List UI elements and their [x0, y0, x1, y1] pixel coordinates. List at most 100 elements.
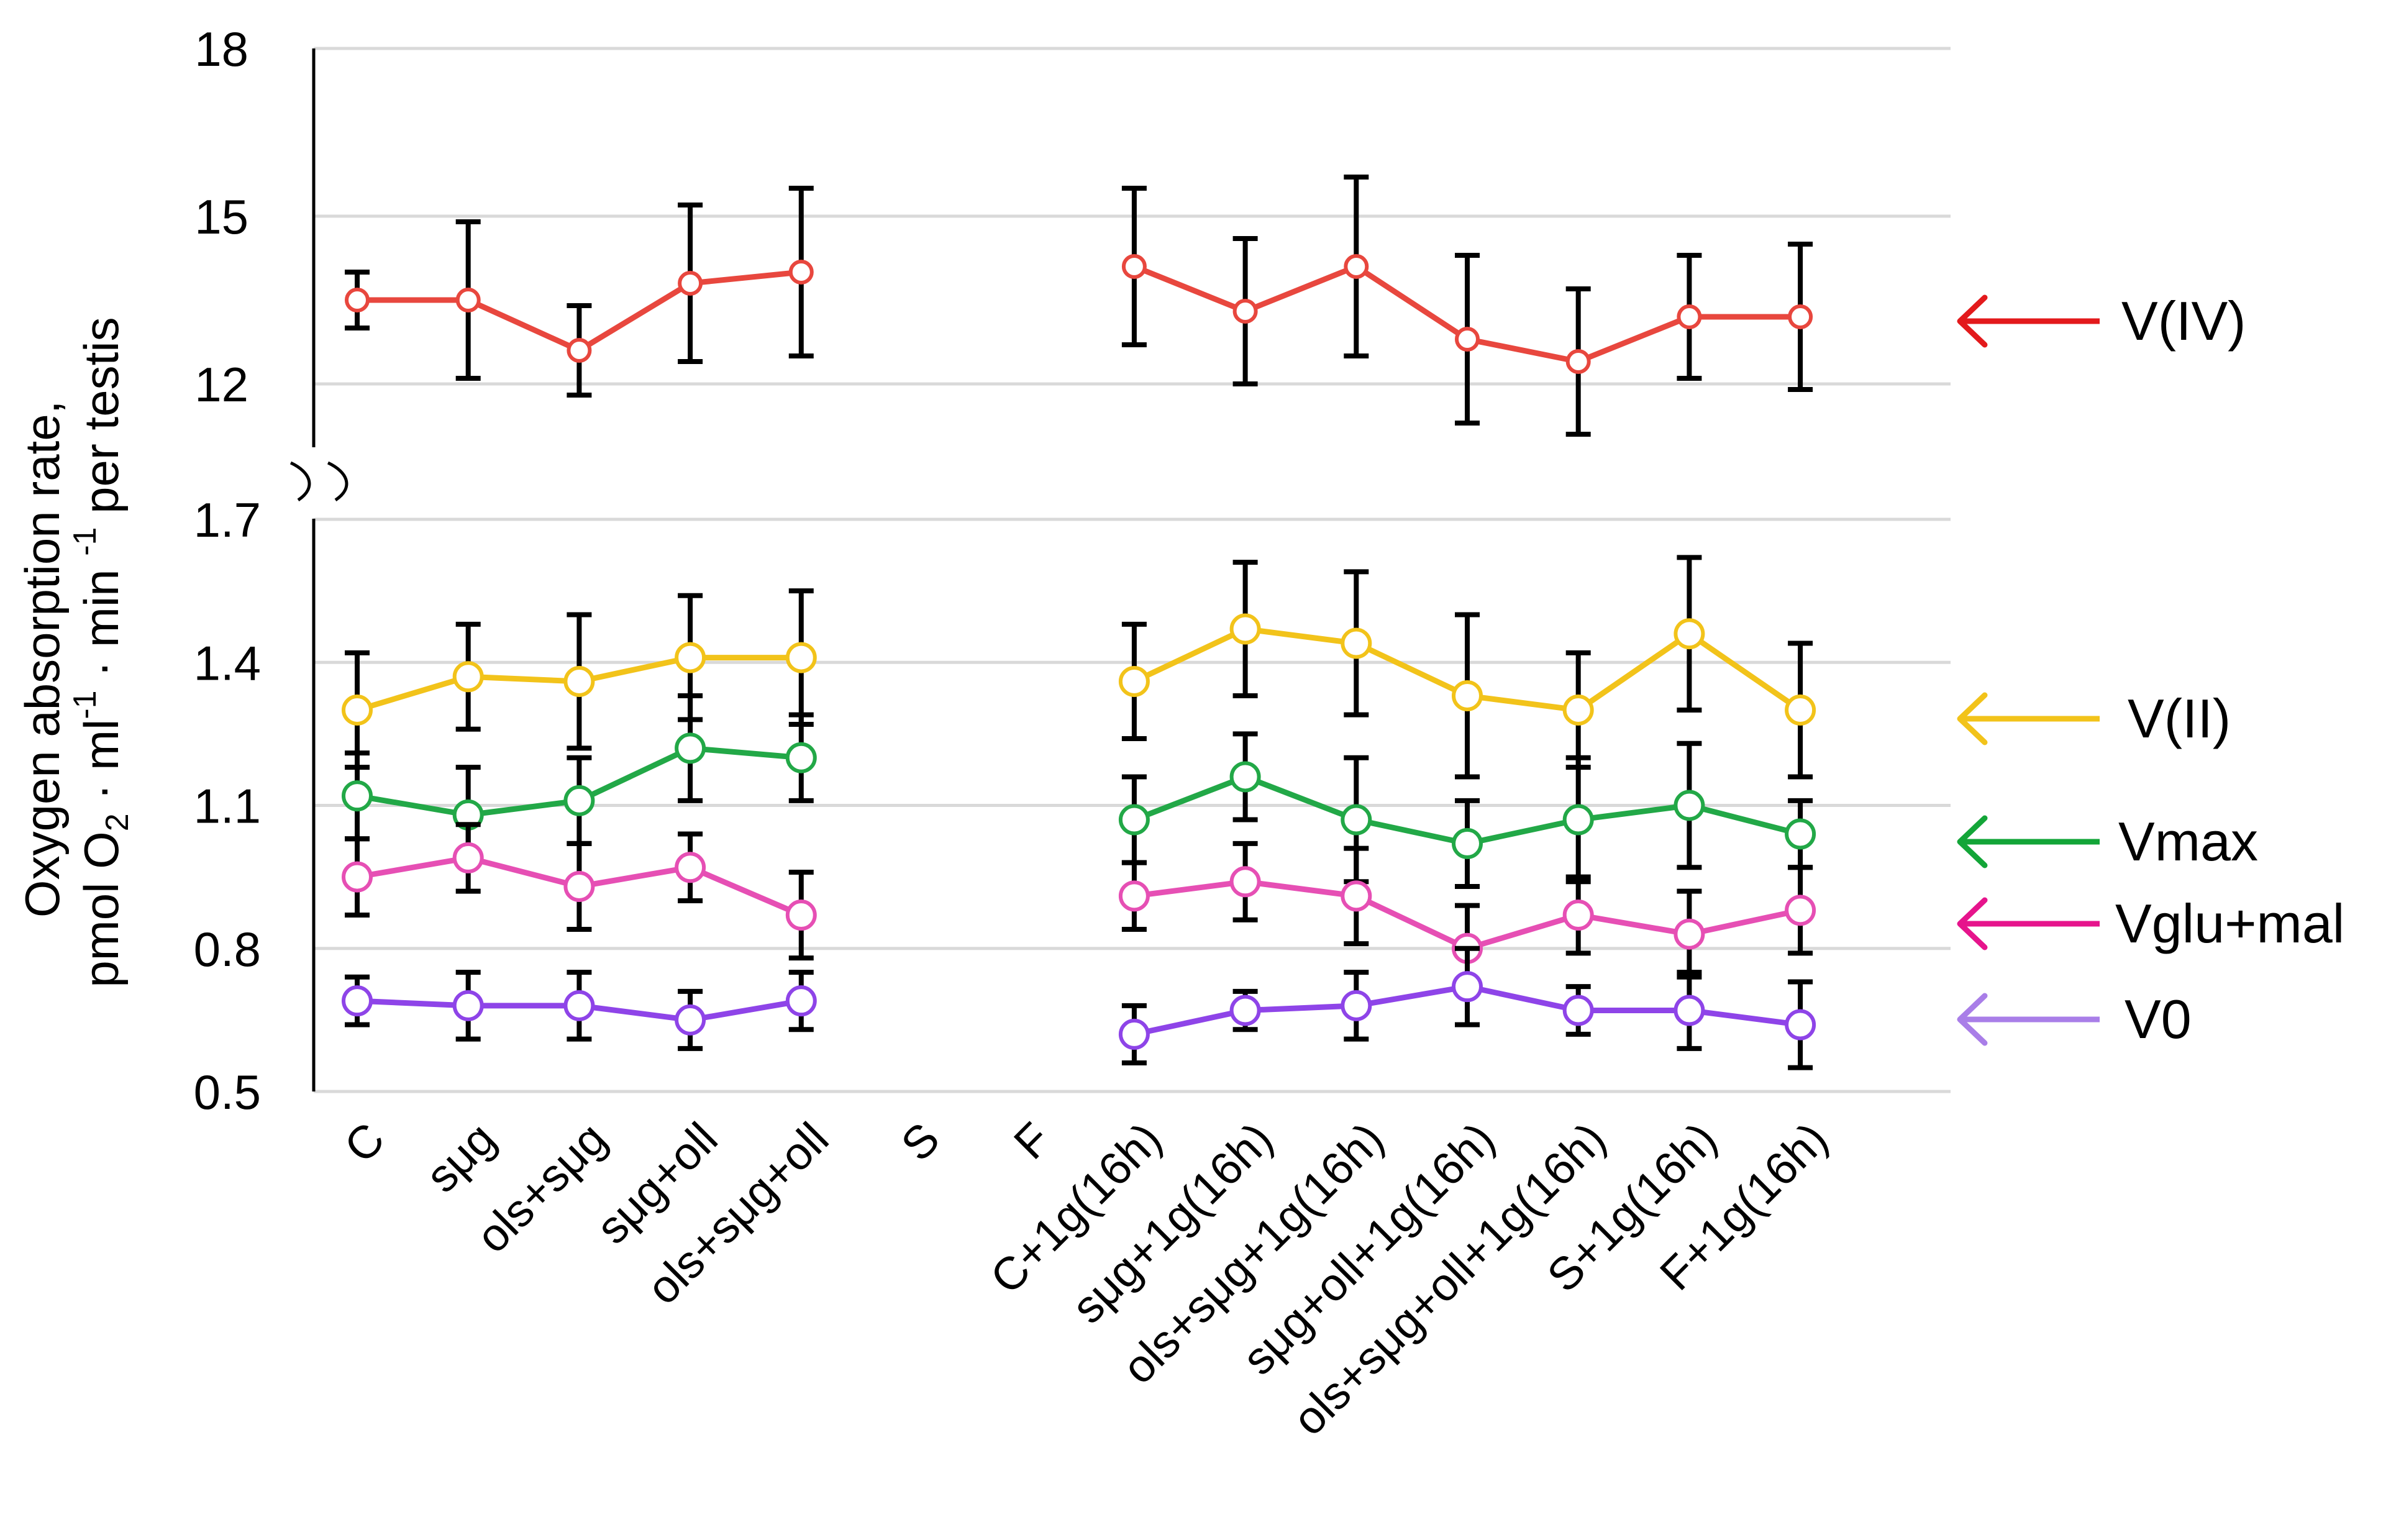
series-group — [342, 175, 1816, 1070]
data-point — [1674, 918, 1705, 950]
data-point — [1677, 304, 1702, 329]
series-Vmax — [342, 693, 1816, 889]
data-point — [675, 642, 706, 673]
series-label-text: V(II) — [2128, 688, 2231, 749]
data-point — [1341, 880, 1372, 912]
data-point — [675, 1004, 706, 1036]
data-point — [1229, 761, 1261, 793]
data-point — [1785, 818, 1816, 850]
data-point — [1121, 254, 1147, 279]
arrow-head — [1957, 993, 1988, 1046]
data-point — [1452, 827, 1483, 859]
data-point — [785, 985, 817, 1017]
data-point — [1674, 995, 1705, 1026]
axes — [289, 48, 348, 1091]
data-point — [785, 900, 817, 931]
data-point — [678, 271, 703, 296]
data-point — [342, 780, 373, 812]
data-point — [1785, 695, 1816, 726]
y-axis-label-line1: Oxygen absorption rate, — [15, 401, 70, 918]
data-point — [1674, 618, 1705, 650]
data-point — [342, 861, 373, 893]
y-tick-lower: 0.5 — [194, 1065, 261, 1119]
label-V0: V0 — [1957, 988, 2192, 1050]
data-point — [1785, 895, 1816, 926]
data-point — [1118, 1018, 1150, 1050]
data-point — [452, 661, 484, 693]
series-Vglu+mal — [342, 822, 1816, 994]
y-axis-label-line2: pmol O2 · ml-1 · min -1 per testis — [67, 317, 135, 987]
data-point — [1785, 1009, 1816, 1041]
category-label: sμg — [416, 1113, 505, 1202]
label-V(II): V(II) — [1957, 688, 2231, 749]
data-point — [563, 665, 595, 697]
y-tick-lower: 0.8 — [194, 922, 261, 977]
series-label-text: Vmax — [2118, 811, 2258, 872]
label-V(IV): V(IV) — [1957, 290, 2246, 352]
data-point — [1229, 613, 1261, 645]
label-Vglu+mal: Vglu+mal — [1957, 893, 2344, 954]
data-point — [452, 842, 484, 873]
y-axis-label: Oxygen absorption rate, pmol O2 · ml-1 ·… — [15, 317, 135, 987]
data-point — [785, 742, 817, 773]
data-point — [1118, 880, 1150, 912]
y-tick-upper: 18 — [194, 22, 248, 76]
data-point — [1229, 995, 1261, 1026]
label-Vmax: Vmax — [1957, 811, 2258, 872]
data-point — [1562, 900, 1594, 931]
data-point — [1341, 804, 1372, 836]
data-point — [1674, 790, 1705, 821]
data-point — [563, 990, 595, 1021]
data-point — [1118, 665, 1150, 697]
data-point — [455, 288, 481, 312]
arrow-head — [1957, 897, 1988, 950]
data-point — [1562, 995, 1594, 1026]
arrow-head — [1957, 815, 1988, 868]
series-label-text: V(IV) — [2121, 290, 2246, 352]
series-V0 — [342, 945, 1816, 1070]
y-tick-labels: 12 15 18 0.5 0.8 1.1 1.4 1.7 — [194, 22, 261, 1119]
series-V(IV) — [345, 175, 1813, 437]
data-point — [788, 260, 814, 285]
data-point — [1788, 304, 1813, 329]
data-point — [1232, 299, 1258, 324]
data-point — [1229, 866, 1261, 898]
series-label-text: V0 — [2125, 988, 2192, 1050]
data-point — [1565, 349, 1591, 374]
data-point — [567, 338, 592, 363]
data-point — [345, 288, 370, 312]
y-tick-upper: 15 — [194, 189, 248, 244]
data-point — [563, 870, 595, 902]
data-point — [1452, 680, 1483, 711]
series-label-text: Vglu+mal — [2115, 893, 2344, 954]
data-point — [785, 642, 817, 673]
data-point — [675, 852, 706, 883]
data-point — [1118, 804, 1150, 836]
category-label: S — [891, 1113, 950, 1171]
data-point — [1455, 327, 1480, 352]
data-point — [452, 990, 484, 1021]
series-labels: V(IV) V(II) Vmax Vglu+mal V0 — [1957, 290, 2344, 1050]
y-tick-lower: 1.4 — [194, 636, 261, 690]
arrow-head — [1957, 692, 1988, 745]
category-label: C — [334, 1113, 394, 1172]
axis-break-mark-1 — [289, 461, 311, 502]
data-point — [1344, 254, 1369, 279]
data-point — [1452, 971, 1483, 1003]
data-point — [563, 785, 595, 816]
data-point — [342, 695, 373, 726]
data-point — [1562, 695, 1594, 726]
data-point — [1341, 990, 1372, 1021]
data-point — [1562, 804, 1594, 836]
series-V(II) — [342, 555, 1816, 780]
y-tick-upper: 12 — [194, 357, 248, 412]
data-point — [675, 732, 706, 764]
arrow-head — [1957, 294, 1988, 348]
axis-break-mark-2 — [327, 461, 348, 502]
category-label: F — [1004, 1113, 1060, 1169]
y-tick-lower: 1.1 — [194, 779, 261, 834]
data-point — [342, 985, 373, 1017]
y-tick-lower: 1.7 — [194, 493, 261, 547]
